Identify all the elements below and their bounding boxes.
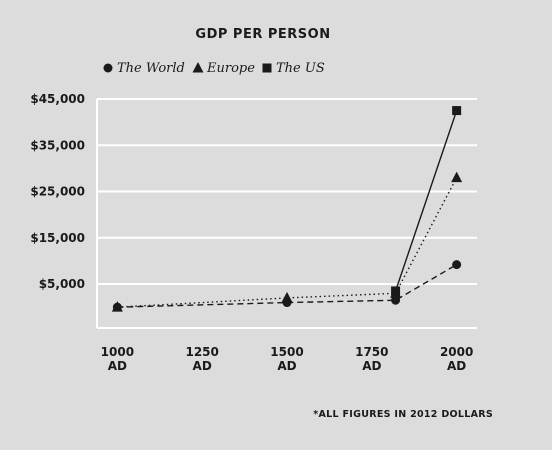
y-tick-label: $45,000 [30,92,85,106]
y-tick-label: $35,000 [30,138,85,152]
x-tick-label: 2000 AD [440,345,473,373]
legend-label: Europe [206,61,255,76]
series-group [111,106,463,312]
y-tick-label: $5,000 [39,277,85,291]
x-axis-ticks: 1000 AD 1250 AD 1500 AD 1750 AD 2000 AD [101,345,474,373]
series-line [117,264,457,308]
chart-title: GDP PER PERSON [195,27,330,42]
data-point [111,301,123,312]
x-tick-label: 1750 AD [355,345,388,373]
data-point [451,171,463,183]
x-tick-label: 1000 AD [101,345,134,373]
legend-item-circle: The World [103,61,185,76]
x-tick-label: 1500 AD [270,345,303,373]
legend-item-square: The US [262,61,325,76]
data-point [452,260,462,270]
gridlines [96,98,477,329]
series-line [117,177,458,308]
footnote: *ALL FIGURES IN 2012 DOLLARS [313,409,493,420]
legend-item-triangle: Europe [192,61,255,76]
y-tick-label: $15,000 [30,231,85,245]
y-axis-ticks: $5,000 $15,000 $25,000 $35,000 $45,000 [30,92,85,291]
data-point [391,295,401,305]
legend-label: The World [117,61,185,76]
y-tick-label: $25,000 [30,185,85,199]
series-line [394,110,458,292]
square-icon [262,63,272,73]
legend: The World Europe The US [103,61,325,76]
data-point [391,286,401,296]
triangle-icon [192,62,204,73]
circle-icon [103,63,113,73]
x-tick-label: 1250 AD [185,345,218,373]
series-square [391,106,462,296]
data-point [281,291,293,303]
legend-label: The US [276,61,325,76]
data-point [452,106,462,116]
series-triangle [111,171,463,312]
